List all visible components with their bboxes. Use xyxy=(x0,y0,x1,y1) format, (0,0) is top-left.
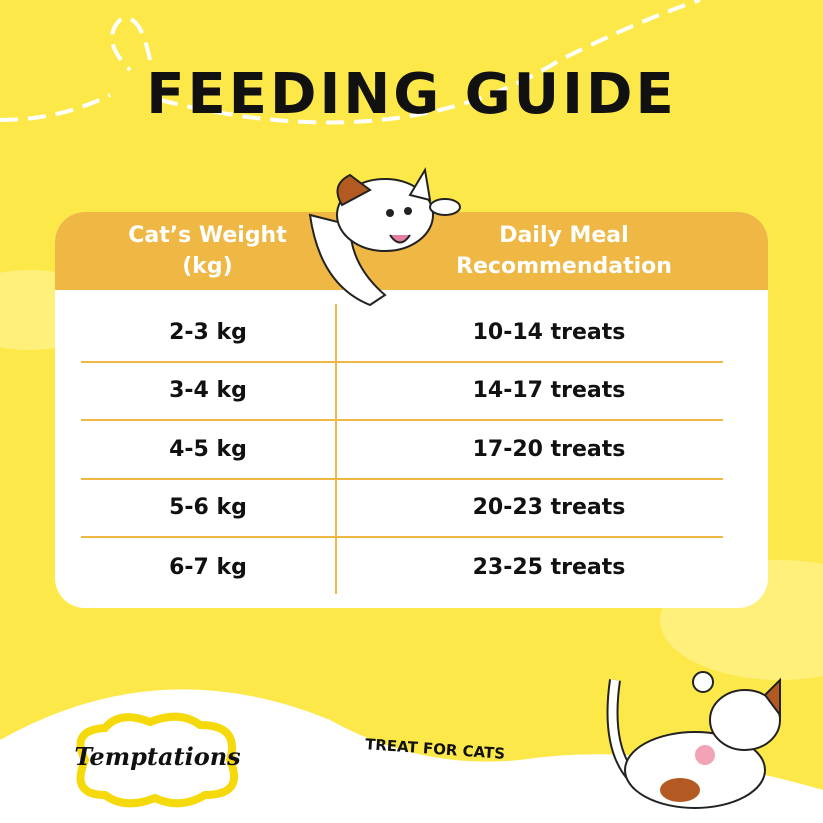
cat-illustration-top xyxy=(308,167,461,307)
cat-illustration-bottom xyxy=(606,671,781,809)
table-row: 6-7 kg 23-25 treats xyxy=(169,554,626,580)
table-row: 2-3 kg 10-14 treats xyxy=(81,304,723,363)
table-row: 3-4 kg 14-17 treats xyxy=(81,363,723,421)
header-weight: Cat’s Weight (kg) xyxy=(128,223,287,279)
header-recommendation: Daily Meal Recommendation xyxy=(456,223,672,279)
table-row: 5-6 kg 20-23 treats xyxy=(81,480,723,538)
temptations-logo xyxy=(76,712,238,808)
table-row: 4-5 kg 17-20 treats xyxy=(81,421,723,480)
column-divider xyxy=(335,304,337,594)
page-title: FEEDING GUIDE xyxy=(146,62,677,127)
